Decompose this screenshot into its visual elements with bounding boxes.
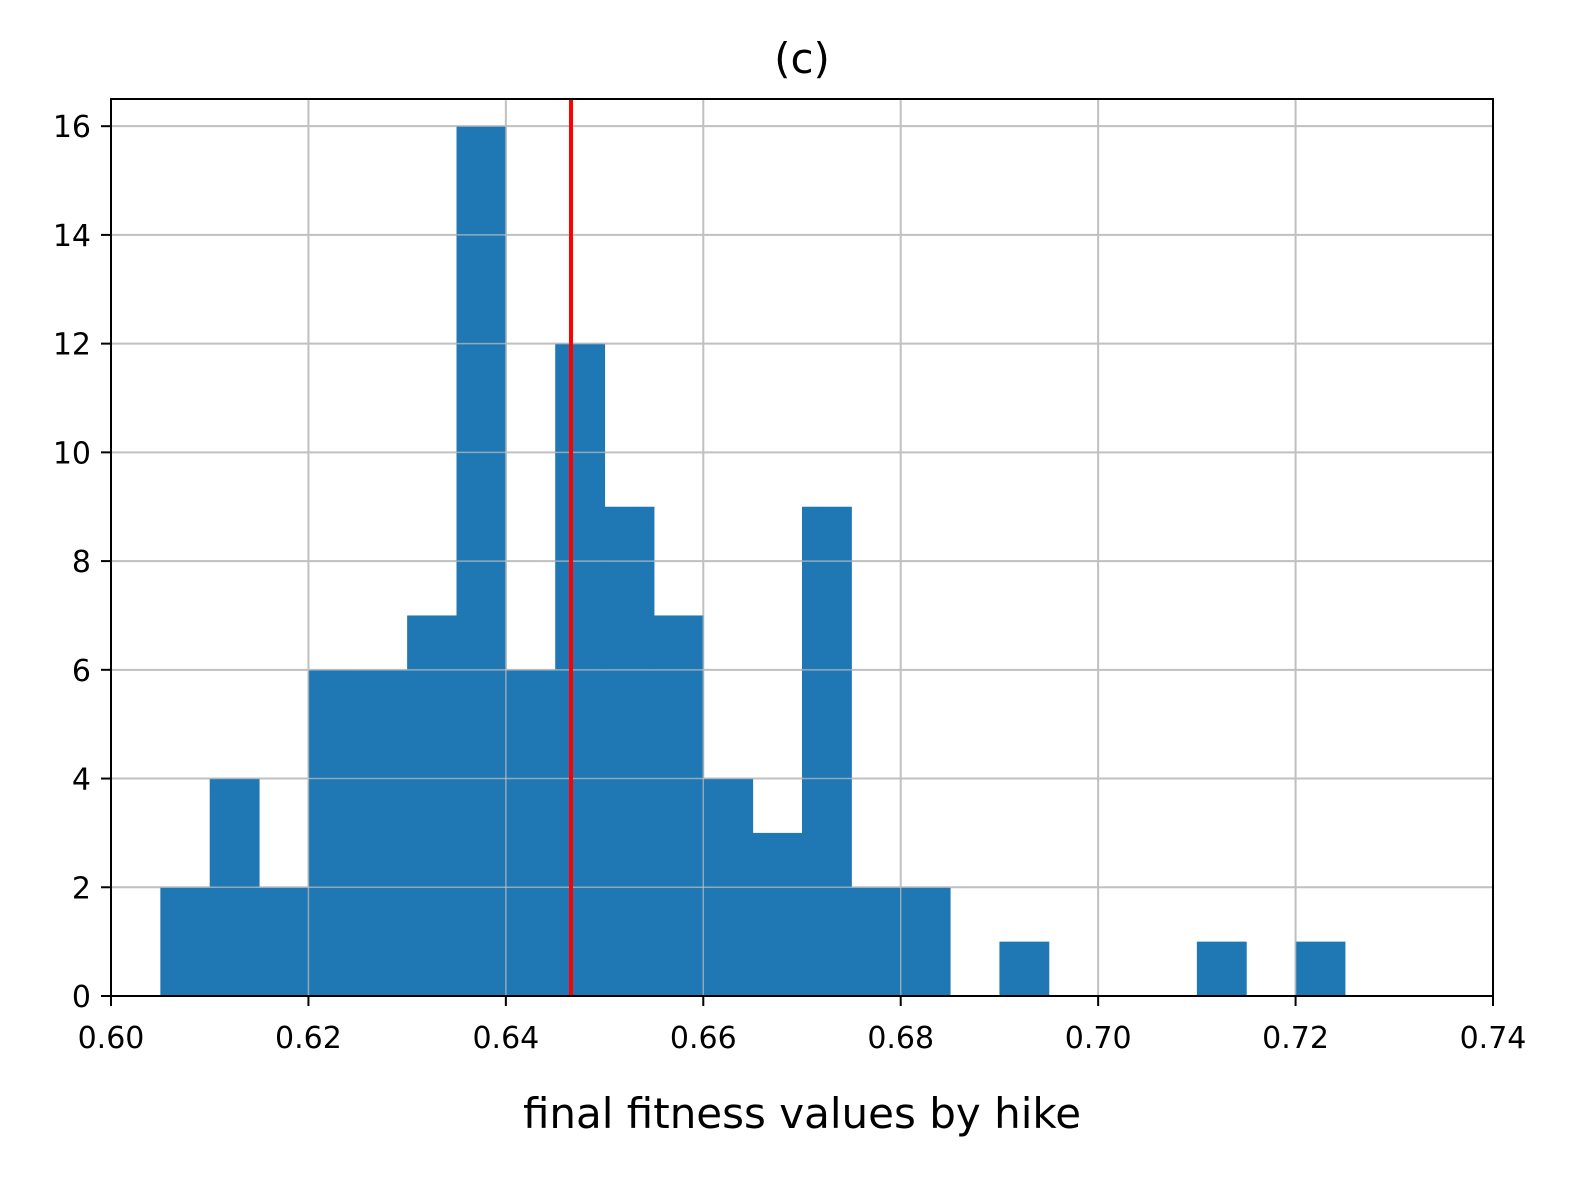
y-tick-label: 16 — [53, 110, 91, 145]
y-tick-label: 14 — [53, 219, 91, 254]
histogram-bar — [407, 615, 457, 996]
y-tick-label: 10 — [53, 436, 91, 471]
y-tick-label: 2 — [72, 871, 91, 906]
histogram-bar — [900, 887, 951, 996]
histogram-bar — [851, 887, 902, 996]
axis-ticks: 0.60 0.62 0.64 0.66 0.68 0.70 0.72 0.74 0 2 4 6 8 10 1… — [53, 110, 1527, 1056]
y-tick-label: 6 — [72, 654, 91, 689]
y-tick-label: 8 — [72, 545, 91, 580]
y-tick-label: 4 — [72, 763, 91, 798]
histogram-bar — [357, 669, 408, 996]
chart-title: (c) — [774, 34, 830, 83]
x-tick-label: 0.60 — [78, 1021, 145, 1056]
histogram-bar — [752, 832, 803, 996]
x-tick-label: 0.62 — [275, 1021, 342, 1056]
histogram-bar — [1295, 941, 1346, 996]
histogram-bar — [505, 669, 556, 996]
histogram-bar — [1196, 941, 1247, 996]
histogram-bar — [802, 506, 852, 996]
x-axis-title: final fitness values by hike — [523, 1089, 1081, 1138]
y-tick-label: 0 — [72, 980, 91, 1015]
histogram-bar — [259, 887, 309, 996]
histogram-bar — [160, 887, 211, 996]
plot-frame — [110, 98, 1494, 997]
x-tick-label: 0.66 — [670, 1021, 737, 1056]
x-tick-label: 0.72 — [1262, 1021, 1329, 1056]
histogram-bar — [604, 506, 655, 996]
x-tick-label: 0.68 — [867, 1021, 934, 1056]
histogram-bar — [999, 941, 1050, 996]
y-tick-label: 12 — [53, 328, 91, 363]
x-tick-label: 0.70 — [1065, 1021, 1132, 1056]
x-tick-label: 0.64 — [472, 1021, 539, 1056]
x-tick-label: 0.74 — [1460, 1021, 1527, 1056]
histogram-bar — [308, 669, 359, 996]
histogram-bar — [653, 615, 704, 996]
